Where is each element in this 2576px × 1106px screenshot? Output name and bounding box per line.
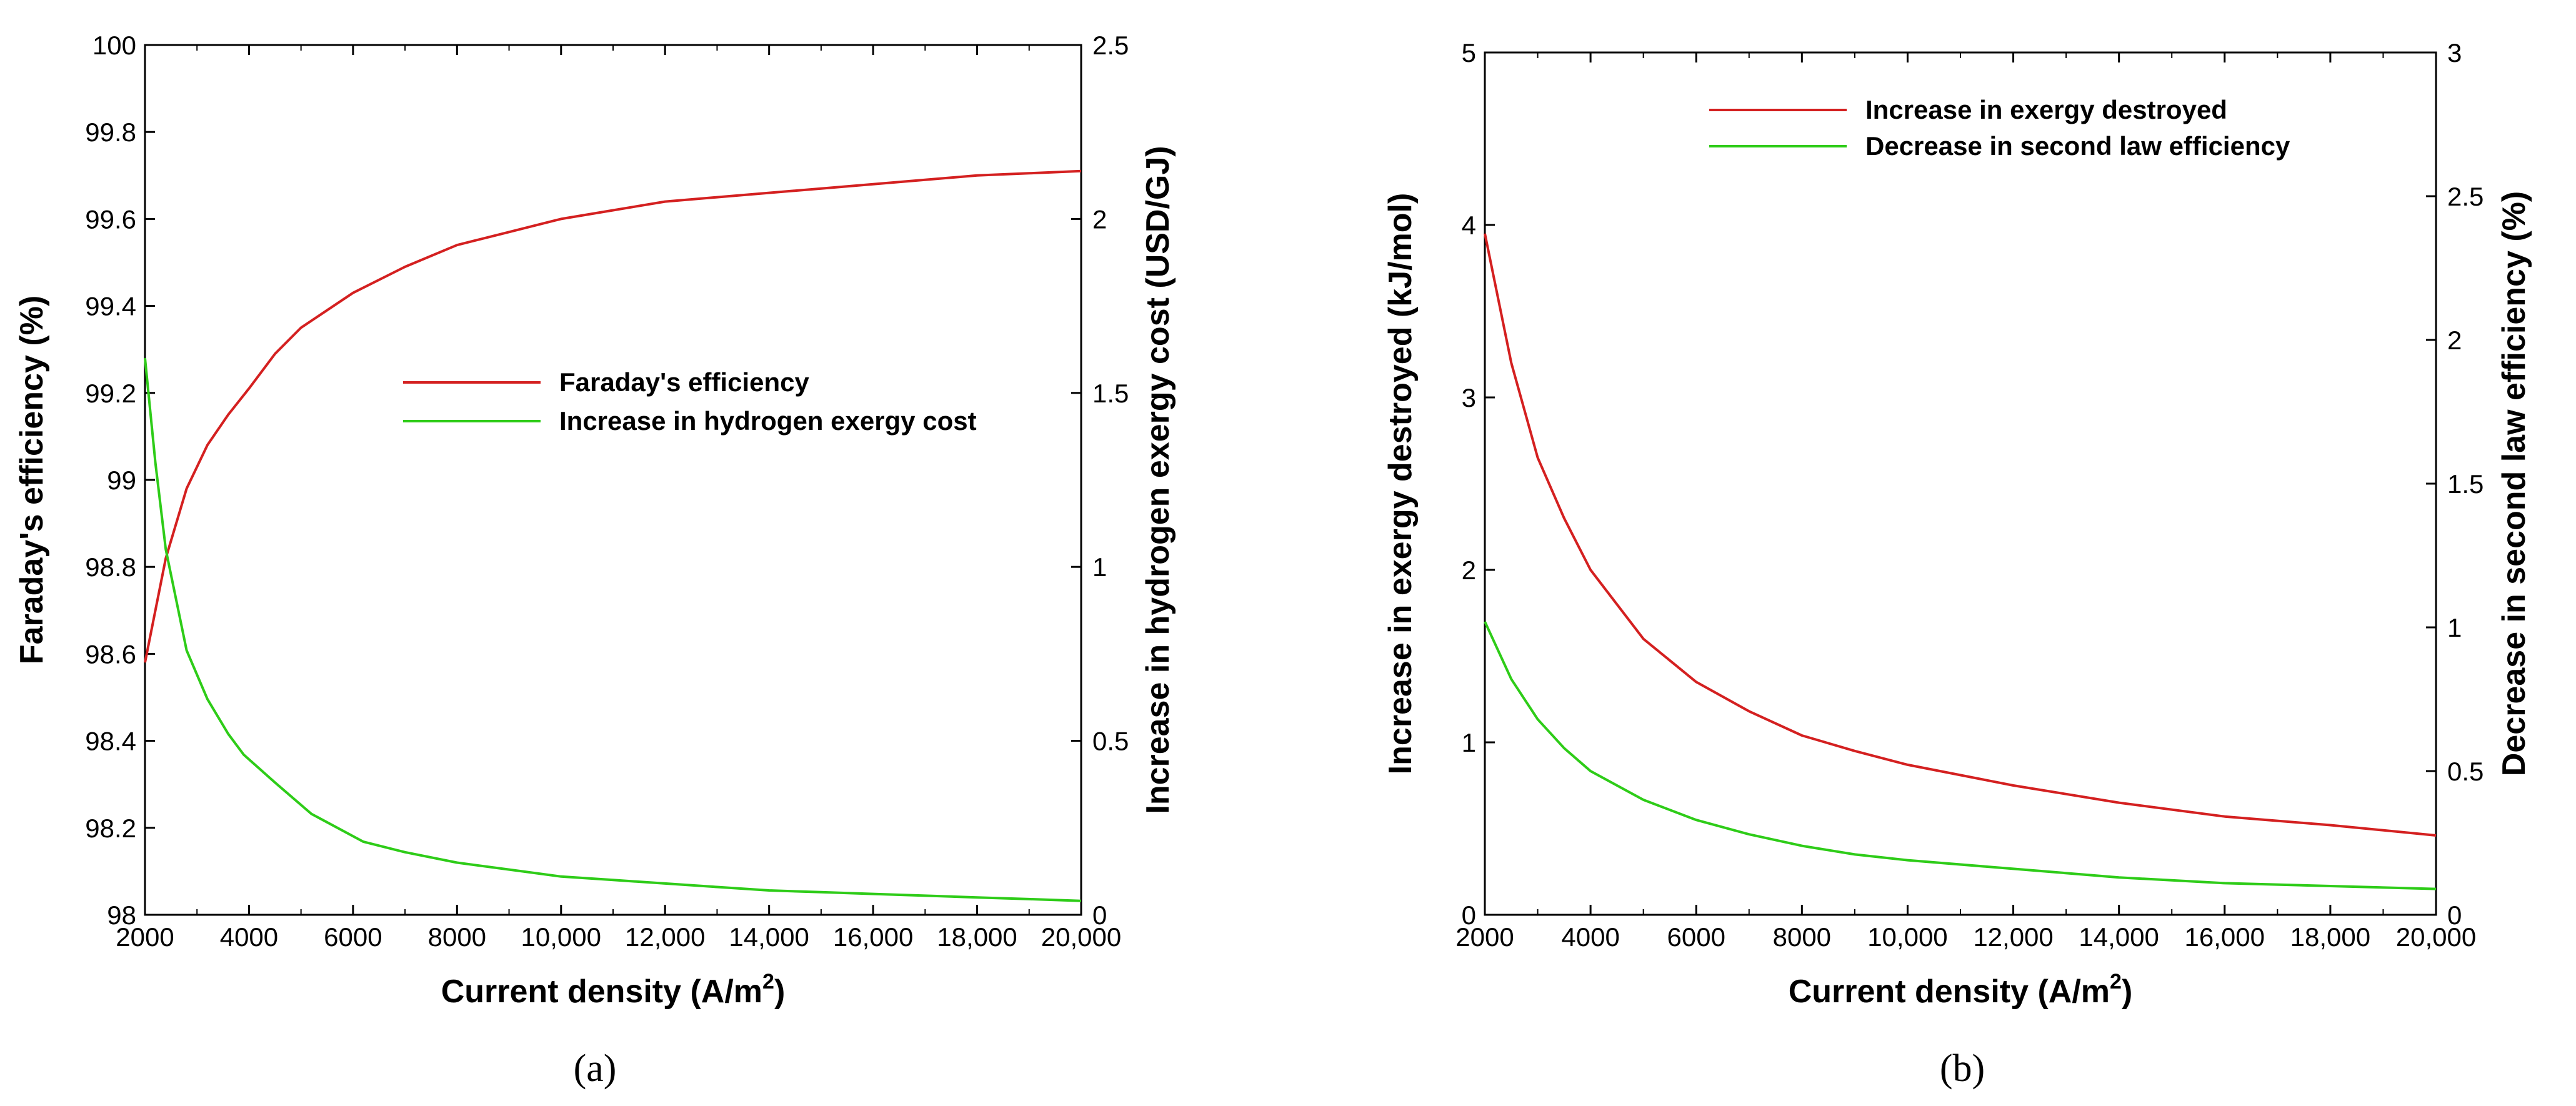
y-right-axis-label: Increase in hydrogen exergy cost (USD/GJ… <box>1140 146 1176 814</box>
x-axis-label-main: Current density (A/m <box>441 974 762 1010</box>
x-tick-label: 2000 <box>116 922 174 952</box>
y-left-tick-label: 99 <box>107 466 136 495</box>
x-axis-label: Current density (A/m2) <box>441 970 786 1010</box>
y-right-tick-label: 0 <box>2447 900 2462 930</box>
y-right-tick-label: 2.5 <box>1092 31 1129 60</box>
y-left-tick-label: 98.4 <box>85 727 136 756</box>
x-tick-label: 12,000 <box>1973 922 2053 952</box>
legend-label: Increase in hydrogen exergy cost <box>559 406 977 436</box>
legend-label: Increase in exergy destroyed <box>1865 95 2227 124</box>
x-tick-label: 14,000 <box>729 922 809 952</box>
panel-label: (a) <box>574 1047 617 1090</box>
x-tick-label: 8000 <box>428 922 486 952</box>
y-left-tick-label: 98.2 <box>85 814 136 843</box>
y-right-tick-label: 0 <box>1092 900 1107 930</box>
y-left-axis-label: Increase in exergy destroyed (kJ/mol) <box>1382 193 1419 775</box>
y-left-tick-label: 98 <box>107 900 136 930</box>
y-left-tick-label: 4 <box>1462 211 1476 240</box>
x-tick-label: 4000 <box>1561 922 1619 952</box>
panel-label: (b) <box>1940 1047 1985 1090</box>
x-axis-label-superscript: 2 <box>2110 970 2122 994</box>
y-left-tick-label: 98.8 <box>85 552 136 582</box>
chart-panel-b: 2000 4000 6000 8000 10,000 12,000 14,000 16,000… <box>1382 38 2532 1090</box>
x-tick-label: 16,000 <box>2185 922 2265 952</box>
plot-frame <box>144 44 1082 916</box>
y-right-tick-label: 1.5 <box>2447 469 2484 499</box>
x-tick-label: 18,000 <box>2290 922 2370 952</box>
y-left-tick-label: 100 <box>92 31 136 60</box>
legend-label: Faraday's efficiency <box>559 367 810 397</box>
x-tick-label: 6000 <box>1667 922 1725 952</box>
y-right-tick-label: 2.5 <box>2447 182 2484 211</box>
x-axis-label-main: Current density (A/m <box>1789 974 2110 1010</box>
x-tick-label: 6000 <box>324 922 382 952</box>
x-tick-label: 10,000 <box>1867 922 1947 952</box>
x-tick-label: 16,000 <box>833 922 913 952</box>
y-right-tick-label: 0.5 <box>1092 727 1129 756</box>
series-line-green <box>144 357 1082 902</box>
y-right-tick-label: 1.5 <box>1092 379 1129 408</box>
y-left-tick-label: 1 <box>1462 728 1476 757</box>
y-left-axis-label: Faraday's efficiency (%) <box>14 296 50 664</box>
x-tick-label: 20,000 <box>2396 922 2476 952</box>
y-right-tick-label: 2 <box>2447 326 2462 355</box>
legend-label: Decrease in second law efficiency <box>1865 131 2290 161</box>
x-tick-label: 10,000 <box>521 922 601 952</box>
x-tick-label: 4000 <box>220 922 278 952</box>
x-tick-label: 14,000 <box>2079 922 2159 952</box>
y-left-tick-label: 5 <box>1462 38 1476 67</box>
y-right-tick-label: 3 <box>2447 38 2462 67</box>
y-left-tick-label: 99.4 <box>85 292 136 321</box>
x-axis-label-close: ) <box>2122 974 2132 1010</box>
series-line-red <box>144 169 1082 663</box>
y-right-tick-label: 2 <box>1092 204 1107 234</box>
y-right-tick-label: 1 <box>2447 613 2462 642</box>
series-line-red <box>1484 233 2437 837</box>
y-left-tick-label: 99.2 <box>85 379 136 408</box>
y-left-tick-label: 2 <box>1462 555 1476 585</box>
plot-frame <box>1484 51 2437 916</box>
y-right-tick-label: 0.5 <box>2447 757 2484 786</box>
y-left-tick-label: 3 <box>1462 383 1476 412</box>
x-tick-label: 20,000 <box>1041 922 1121 952</box>
series-line-green <box>1484 620 2437 890</box>
x-axis-label: Current density (A/m2) <box>1789 970 2133 1010</box>
y-left-tick-label: 99.6 <box>85 204 136 234</box>
x-tick-label: 8000 <box>1773 922 1831 952</box>
y-right-axis-label: Decrease in second law efficiency (%) <box>2496 191 2532 776</box>
y-left-tick-label: 98.6 <box>85 639 136 669</box>
x-tick-label: 18,000 <box>937 922 1017 952</box>
chart-panel-a: 2000 4000 6000 8000 10,000 12,000 14,000 16,000… <box>14 31 1176 1090</box>
x-tick-label: 12,000 <box>625 922 705 952</box>
x-tick-label: 2000 <box>1455 922 1514 952</box>
x-axis-label-close: ) <box>774 974 785 1010</box>
y-left-tick-label: 0 <box>1462 900 1476 930</box>
y-right-tick-label: 1 <box>1092 552 1107 582</box>
y-left-tick-label: 99.8 <box>85 117 136 147</box>
x-axis-label-superscript: 2 <box>762 970 774 994</box>
